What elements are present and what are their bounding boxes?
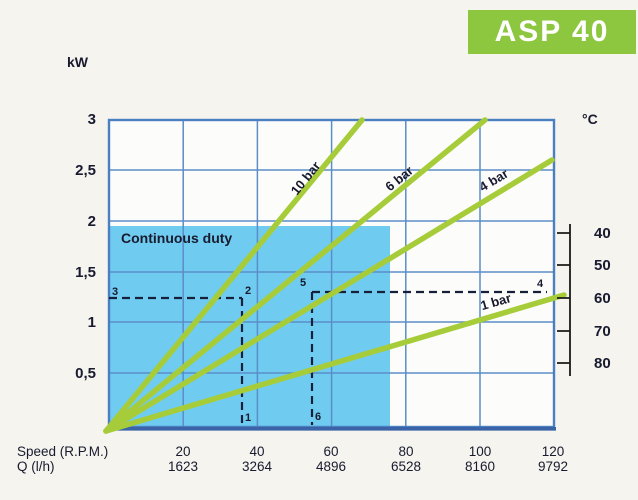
flow-tick-0: 1623 bbox=[168, 459, 198, 474]
flow-tick-2: 4896 bbox=[316, 459, 346, 474]
speed-tick-4: 100 bbox=[469, 444, 492, 459]
temp-tick-4: 80 bbox=[594, 355, 611, 372]
continuous-duty-label: Continuous duty bbox=[121, 230, 232, 246]
speed-tick-3: 80 bbox=[398, 444, 413, 459]
temp-scale bbox=[557, 224, 571, 376]
curve-1bar bbox=[103, 292, 567, 434]
guide-lines-1 bbox=[109, 296, 244, 425]
speed-tick-1: 40 bbox=[249, 444, 264, 459]
y-tick-1: 2,5 bbox=[75, 162, 96, 179]
speed-tick-0: 20 bbox=[175, 444, 190, 459]
flow-tick-1: 3264 bbox=[242, 459, 273, 474]
guide-lines-2 bbox=[310, 290, 547, 425]
y-tick-3: 1,5 bbox=[75, 264, 96, 281]
speed-axis-label: Speed (R.P.M.) bbox=[17, 444, 108, 459]
y-axis-unit: kW bbox=[67, 54, 89, 70]
y-tick-5: 0,5 bbox=[75, 365, 96, 382]
speed-tick-5: 120 bbox=[542, 444, 565, 459]
curve-6bar bbox=[103, 117, 488, 434]
guide-label-4: 4 bbox=[537, 278, 544, 290]
flow-tick-3: 6528 bbox=[391, 459, 421, 474]
guide-label-1: 1 bbox=[245, 412, 251, 424]
curve-10bar bbox=[103, 117, 365, 434]
flow-tick-5: 9792 bbox=[538, 459, 568, 474]
flow-axis-label: Q (l/h) bbox=[17, 459, 55, 474]
model-badge: ASP 40 bbox=[468, 10, 636, 54]
temp-axis-unit: °C bbox=[582, 111, 598, 127]
temp-tick-0: 40 bbox=[594, 225, 611, 242]
curve-4bar bbox=[103, 157, 555, 434]
guide-label-6: 6 bbox=[315, 411, 321, 423]
y-tick-2: 2 bbox=[88, 213, 96, 230]
guide-label-5: 5 bbox=[300, 277, 306, 289]
grid-lines bbox=[109, 120, 554, 427]
y-tick-4: 1 bbox=[88, 314, 96, 331]
temp-tick-2: 60 bbox=[594, 290, 611, 307]
y-tick-0: 3 bbox=[88, 111, 96, 128]
temp-tick-1: 50 bbox=[594, 257, 611, 274]
speed-tick-2: 60 bbox=[323, 444, 338, 459]
temp-tick-3: 70 bbox=[594, 323, 611, 340]
guide-label-2: 2 bbox=[245, 285, 251, 297]
guide-label-3: 3 bbox=[112, 286, 118, 298]
flow-tick-4: 8160 bbox=[465, 459, 495, 474]
